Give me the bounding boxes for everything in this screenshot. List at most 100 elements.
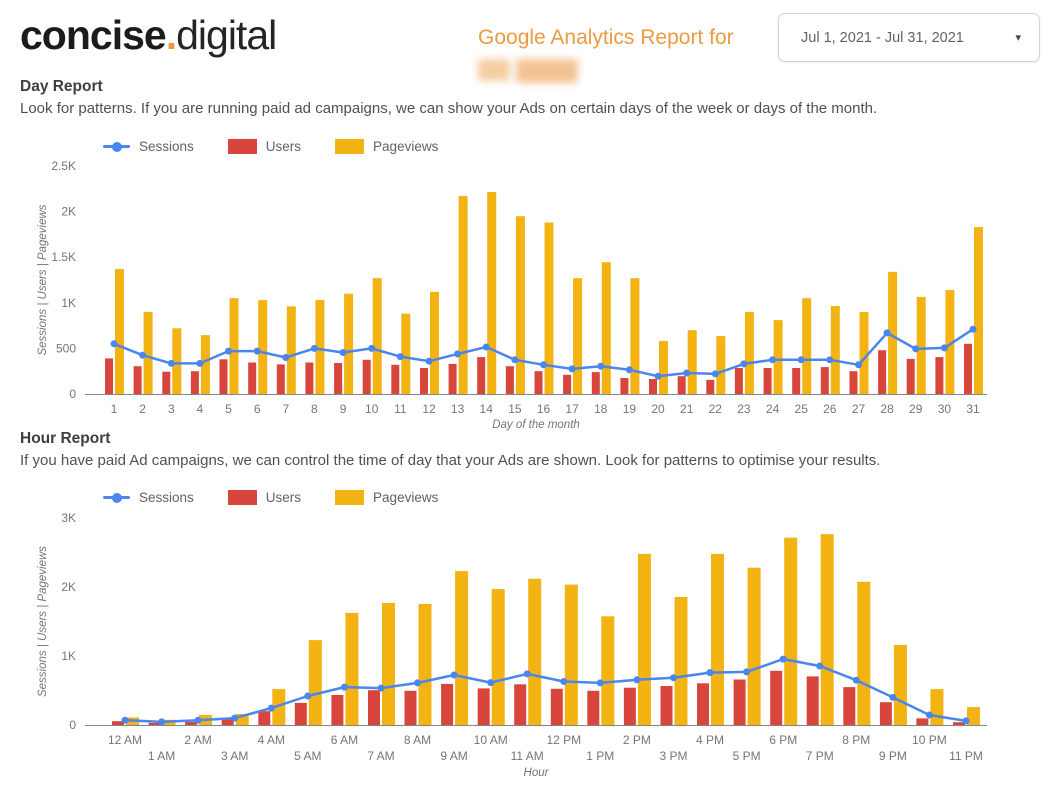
sessions-point[interactable] xyxy=(487,679,495,687)
pageviews-bar[interactable] xyxy=(258,300,268,394)
sessions-point[interactable] xyxy=(282,354,290,361)
sessions-point[interactable] xyxy=(779,655,787,663)
pageviews-bar[interactable] xyxy=(235,714,249,725)
sessions-point[interactable] xyxy=(368,344,376,352)
sessions-point[interactable] xyxy=(852,676,860,684)
sessions-point[interactable] xyxy=(425,357,433,365)
users-bar[interactable] xyxy=(620,378,629,394)
pageviews-bar[interactable] xyxy=(308,640,322,725)
pageviews-bar[interactable] xyxy=(315,300,325,394)
sessions-point[interactable] xyxy=(231,714,239,722)
pageviews-bar[interactable] xyxy=(564,584,578,725)
users-bar[interactable] xyxy=(964,343,972,394)
sessions-point[interactable] xyxy=(225,347,232,355)
pageviews-bar[interactable] xyxy=(945,290,955,394)
sessions-point[interactable] xyxy=(912,345,920,353)
pageviews-bar[interactable] xyxy=(528,578,542,725)
pageviews-bar[interactable] xyxy=(272,689,286,725)
pageviews-bar[interactable] xyxy=(172,328,182,394)
pageviews-bar[interactable] xyxy=(888,271,898,394)
sessions-point[interactable] xyxy=(769,356,777,364)
pageviews-bar[interactable] xyxy=(286,306,296,394)
users-bar[interactable] xyxy=(806,676,819,725)
pageviews-bar[interactable] xyxy=(859,311,869,394)
sessions-point[interactable] xyxy=(196,359,204,367)
users-bar[interactable] xyxy=(550,688,563,725)
users-bar[interactable] xyxy=(770,670,783,725)
pageviews-bar[interactable] xyxy=(930,689,944,725)
sessions-point[interactable] xyxy=(568,365,576,373)
pageviews-bar[interactable] xyxy=(143,311,153,394)
users-bar[interactable] xyxy=(441,683,454,725)
sessions-point[interactable] xyxy=(706,669,714,677)
users-bar[interactable] xyxy=(248,362,257,395)
users-bar[interactable] xyxy=(334,363,343,394)
pageviews-bar[interactable] xyxy=(916,296,926,394)
pageviews-bar[interactable] xyxy=(716,336,726,394)
sessions-point[interactable] xyxy=(670,674,677,682)
users-bar[interactable] xyxy=(563,374,572,394)
pageviews-bar[interactable] xyxy=(229,298,239,394)
users-bar[interactable] xyxy=(677,376,686,394)
users-bar[interactable] xyxy=(391,364,400,394)
day-chart[interactable]: 0 500 1K 1.5K 2K 2.5K Sessions | Users | Pagev… xyxy=(0,155,1048,435)
pageviews-bar[interactable] xyxy=(820,534,834,725)
users-bar[interactable] xyxy=(843,687,856,725)
sessions-point[interactable] xyxy=(121,716,129,724)
users-bar[interactable] xyxy=(185,721,198,725)
pageviews-bar[interactable] xyxy=(601,262,611,394)
users-bar[interactable] xyxy=(916,718,929,725)
sessions-point[interactable] xyxy=(414,679,421,687)
pageviews-bar[interactable] xyxy=(515,216,525,394)
sessions-point[interactable] xyxy=(889,693,897,701)
sessions-point[interactable] xyxy=(625,366,633,374)
users-bar[interactable] xyxy=(133,366,142,394)
date-range-selector[interactable]: Jul 1, 2021 - Jul 31, 2021 ▾ xyxy=(778,13,1040,62)
users-bar[interactable] xyxy=(591,372,600,394)
sessions-point[interactable] xyxy=(377,684,385,692)
users-bar[interactable] xyxy=(587,690,600,725)
pageviews-bar[interactable] xyxy=(630,278,640,394)
sessions-point[interactable] xyxy=(654,372,662,380)
users-bar[interactable] xyxy=(258,711,271,725)
pageviews-bar[interactable] xyxy=(382,602,395,725)
pageviews-bar[interactable] xyxy=(711,553,724,725)
pageviews-bar[interactable] xyxy=(344,293,354,394)
users-bar[interactable] xyxy=(276,364,285,394)
pageviews-bar[interactable] xyxy=(573,278,583,394)
users-bar[interactable] xyxy=(162,371,171,394)
sessions-point[interactable] xyxy=(597,362,605,370)
users-bar[interactable] xyxy=(697,683,709,725)
sessions-point[interactable] xyxy=(596,679,604,687)
users-bar[interactable] xyxy=(514,684,527,725)
pageviews-bar[interactable] xyxy=(401,313,411,394)
users-bar[interactable] xyxy=(706,379,715,394)
users-bar[interactable] xyxy=(477,357,486,394)
sessions-point[interactable] xyxy=(743,668,751,676)
users-bar[interactable] xyxy=(331,695,344,725)
sessions-point[interactable] xyxy=(797,356,805,364)
pageviews-bar[interactable] xyxy=(601,616,615,725)
sessions-point[interactable] xyxy=(855,361,862,369)
users-bar[interactable] xyxy=(935,357,944,394)
sessions-point[interactable] xyxy=(454,350,462,358)
pageviews-bar[interactable] xyxy=(200,335,210,394)
pageviews-bar[interactable] xyxy=(430,291,439,394)
pageviews-bar[interactable] xyxy=(345,612,359,725)
sessions-point[interactable] xyxy=(816,662,824,670)
sessions-point[interactable] xyxy=(396,353,404,361)
users-bar[interactable] xyxy=(849,371,858,394)
pageviews-bar[interactable] xyxy=(802,298,812,394)
users-bar[interactable] xyxy=(148,722,161,725)
sessions-point[interactable] xyxy=(683,369,691,377)
pageviews-bar[interactable] xyxy=(487,192,497,394)
users-bar[interactable] xyxy=(294,702,307,725)
pageviews-bar[interactable] xyxy=(372,278,382,394)
sessions-point[interactable] xyxy=(962,717,970,725)
users-bar[interactable] xyxy=(505,366,514,394)
pageviews-bar[interactable] xyxy=(893,645,907,725)
pageviews-bar[interactable] xyxy=(674,597,688,725)
users-bar[interactable] xyxy=(420,368,428,394)
sessions-point[interactable] xyxy=(633,676,641,684)
users-bar[interactable] xyxy=(477,688,490,725)
